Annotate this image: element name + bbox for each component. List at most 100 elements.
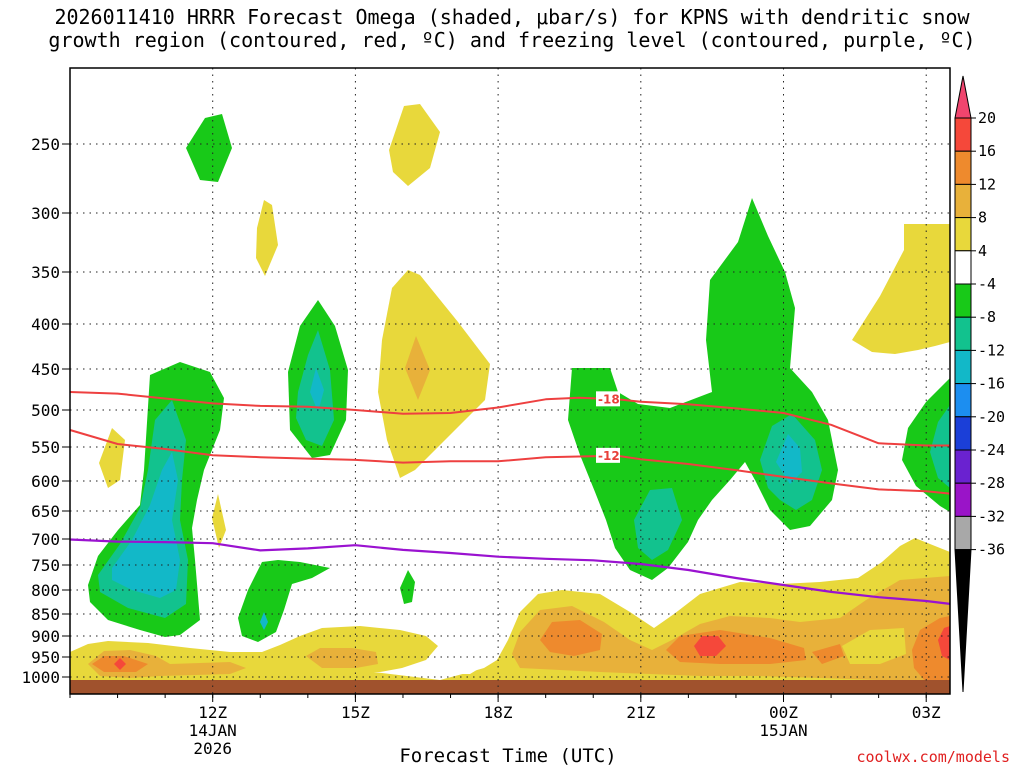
ground-surface [70, 680, 950, 694]
colorbar-label: -8 [978, 308, 996, 326]
colorbar-swatch [954, 217, 972, 252]
contour-lines: -18 -12 [69, 391, 951, 605]
omega-area-cyan [310, 368, 324, 412]
omega-area-white [440, 654, 480, 674]
omega-area-green [568, 198, 838, 580]
source-credit: coolwx.com/models [856, 748, 1010, 766]
omega-area-cyan [112, 452, 180, 598]
x-tick-label: 21Z [626, 703, 655, 722]
colorbar-top-arrow [954, 75, 972, 119]
x-axis-title-text: Forecast Time (UTC) [399, 745, 617, 767]
omega-area-red [694, 636, 726, 656]
x-tick-date-label: 15JAN [759, 721, 807, 740]
colorbar-label: -36 [978, 541, 1005, 559]
contour-label: -12 [598, 449, 620, 463]
plot-frame [69, 67, 951, 695]
colorbar-bottom-arrow [954, 549, 972, 693]
gridlines [70, 68, 950, 694]
omega-area-red [114, 658, 126, 670]
colorbar-label: 8 [978, 209, 987, 227]
omega-area-green [186, 114, 232, 182]
omega-area-yellow [378, 270, 490, 478]
colorbar-label: -12 [978, 341, 1005, 359]
omega-area-cyan [776, 434, 802, 484]
colorbar-swatch [954, 150, 972, 185]
chart-title-line1: 2026011410 HRRR Forecast Omega (shaded, … [54, 5, 970, 29]
omega-area-green [400, 570, 415, 604]
y-tick-label: 550 [31, 438, 60, 457]
y-tick-label: 350 [31, 263, 60, 282]
colorbar-label: 4 [978, 242, 987, 260]
y-tick-label: 300 [31, 204, 60, 223]
omega-area-yellow [99, 428, 125, 488]
omega-area-deep-orange [540, 620, 602, 656]
omega-shading [70, 104, 950, 682]
colorbar-swatch [954, 482, 972, 517]
y-tick-label: 800 [31, 581, 60, 600]
y-tick-label: 650 [31, 502, 60, 521]
x-tick-label: 18Z [484, 703, 513, 722]
colorbar-label: -28 [978, 474, 1005, 492]
omega-area-yellow [852, 224, 950, 354]
y-tick-label: 500 [31, 401, 60, 420]
x-tick-label: 15Z [341, 703, 370, 722]
colorbar-swatch [954, 383, 972, 418]
omega-area-cyan [260, 612, 268, 630]
colorbar-label: -32 [978, 507, 1005, 525]
x-tick-date-label: 14JAN [189, 721, 237, 740]
colorbar-swatch [954, 349, 972, 385]
omega-area-yellow [256, 200, 278, 276]
colorbar-swatch [954, 515, 972, 551]
y-tick-label: 950 [31, 648, 60, 667]
x-tick-label: 00Z [769, 703, 798, 722]
colorbar-swatch [954, 183, 972, 219]
y-tick-label: 600 [31, 472, 60, 491]
freezing-level-contour [69, 538, 951, 605]
colorbar-swatch [954, 283, 972, 318]
y-axis: 250 300 350 400 450 500 550 600 650 700 750 800 850 9… [21, 135, 70, 687]
colorbar-label: -4 [978, 275, 996, 293]
x-tick-label: 12Z [198, 703, 227, 722]
y-tick-label: 750 [31, 556, 60, 575]
colorbar-swatch [954, 416, 972, 451]
colorbar-swatch [954, 316, 972, 351]
omega-area-deep-orange [812, 644, 844, 664]
colorbar-label: -24 [978, 441, 1005, 459]
x-axis-title: Forecast Time (UTC) [0, 745, 1024, 767]
colorbar-label: -16 [978, 375, 1005, 393]
dendritic-contour-minus18 [69, 391, 950, 447]
colorbar: 20 16 12 8 4 -4 -8 -12 -16 -20 -24 -28 -32 -36 [954, 75, 1005, 693]
x-tick-label: 03Z [912, 703, 941, 722]
y-tick-label: 250 [31, 135, 60, 154]
omega-area-deep-orange [912, 616, 950, 682]
y-tick-label: 450 [31, 360, 60, 379]
omega-area-teal [634, 488, 682, 560]
omega-area-green [238, 560, 330, 642]
omega-area-orange [306, 648, 378, 668]
x-tick-year-label: 2026 [193, 739, 232, 758]
omega-area-red [938, 626, 950, 660]
colorbar-label: -20 [978, 408, 1005, 426]
dendritic-contour-minus12 [69, 429, 951, 495]
colorbar-label: 20 [978, 109, 996, 127]
y-tick-label: 700 [31, 530, 60, 549]
y-tick-label: 1000 [21, 668, 60, 687]
colorbar-swatch [954, 117, 972, 152]
omega-area-orange [405, 336, 430, 400]
chart-title-line2: growth region (contoured, red, ºC) and f… [48, 28, 976, 52]
contour-label-background [596, 391, 620, 407]
chart-title: 2026011410 HRRR Forecast Omega (shaded, … [0, 6, 1024, 52]
omega-area-yellow [842, 628, 906, 664]
colorbar-label: 16 [978, 142, 996, 160]
colorbar-swatch [954, 250, 972, 285]
y-tick-label: 900 [31, 627, 60, 646]
omega-area-yellow [389, 104, 440, 186]
colorbar-label: 12 [978, 175, 996, 193]
contour-label-background [596, 447, 620, 463]
y-tick-label: 400 [31, 315, 60, 334]
contour-label: -18 [598, 392, 620, 406]
colorbar-swatch [954, 449, 972, 484]
omega-area-yellow [212, 494, 226, 548]
